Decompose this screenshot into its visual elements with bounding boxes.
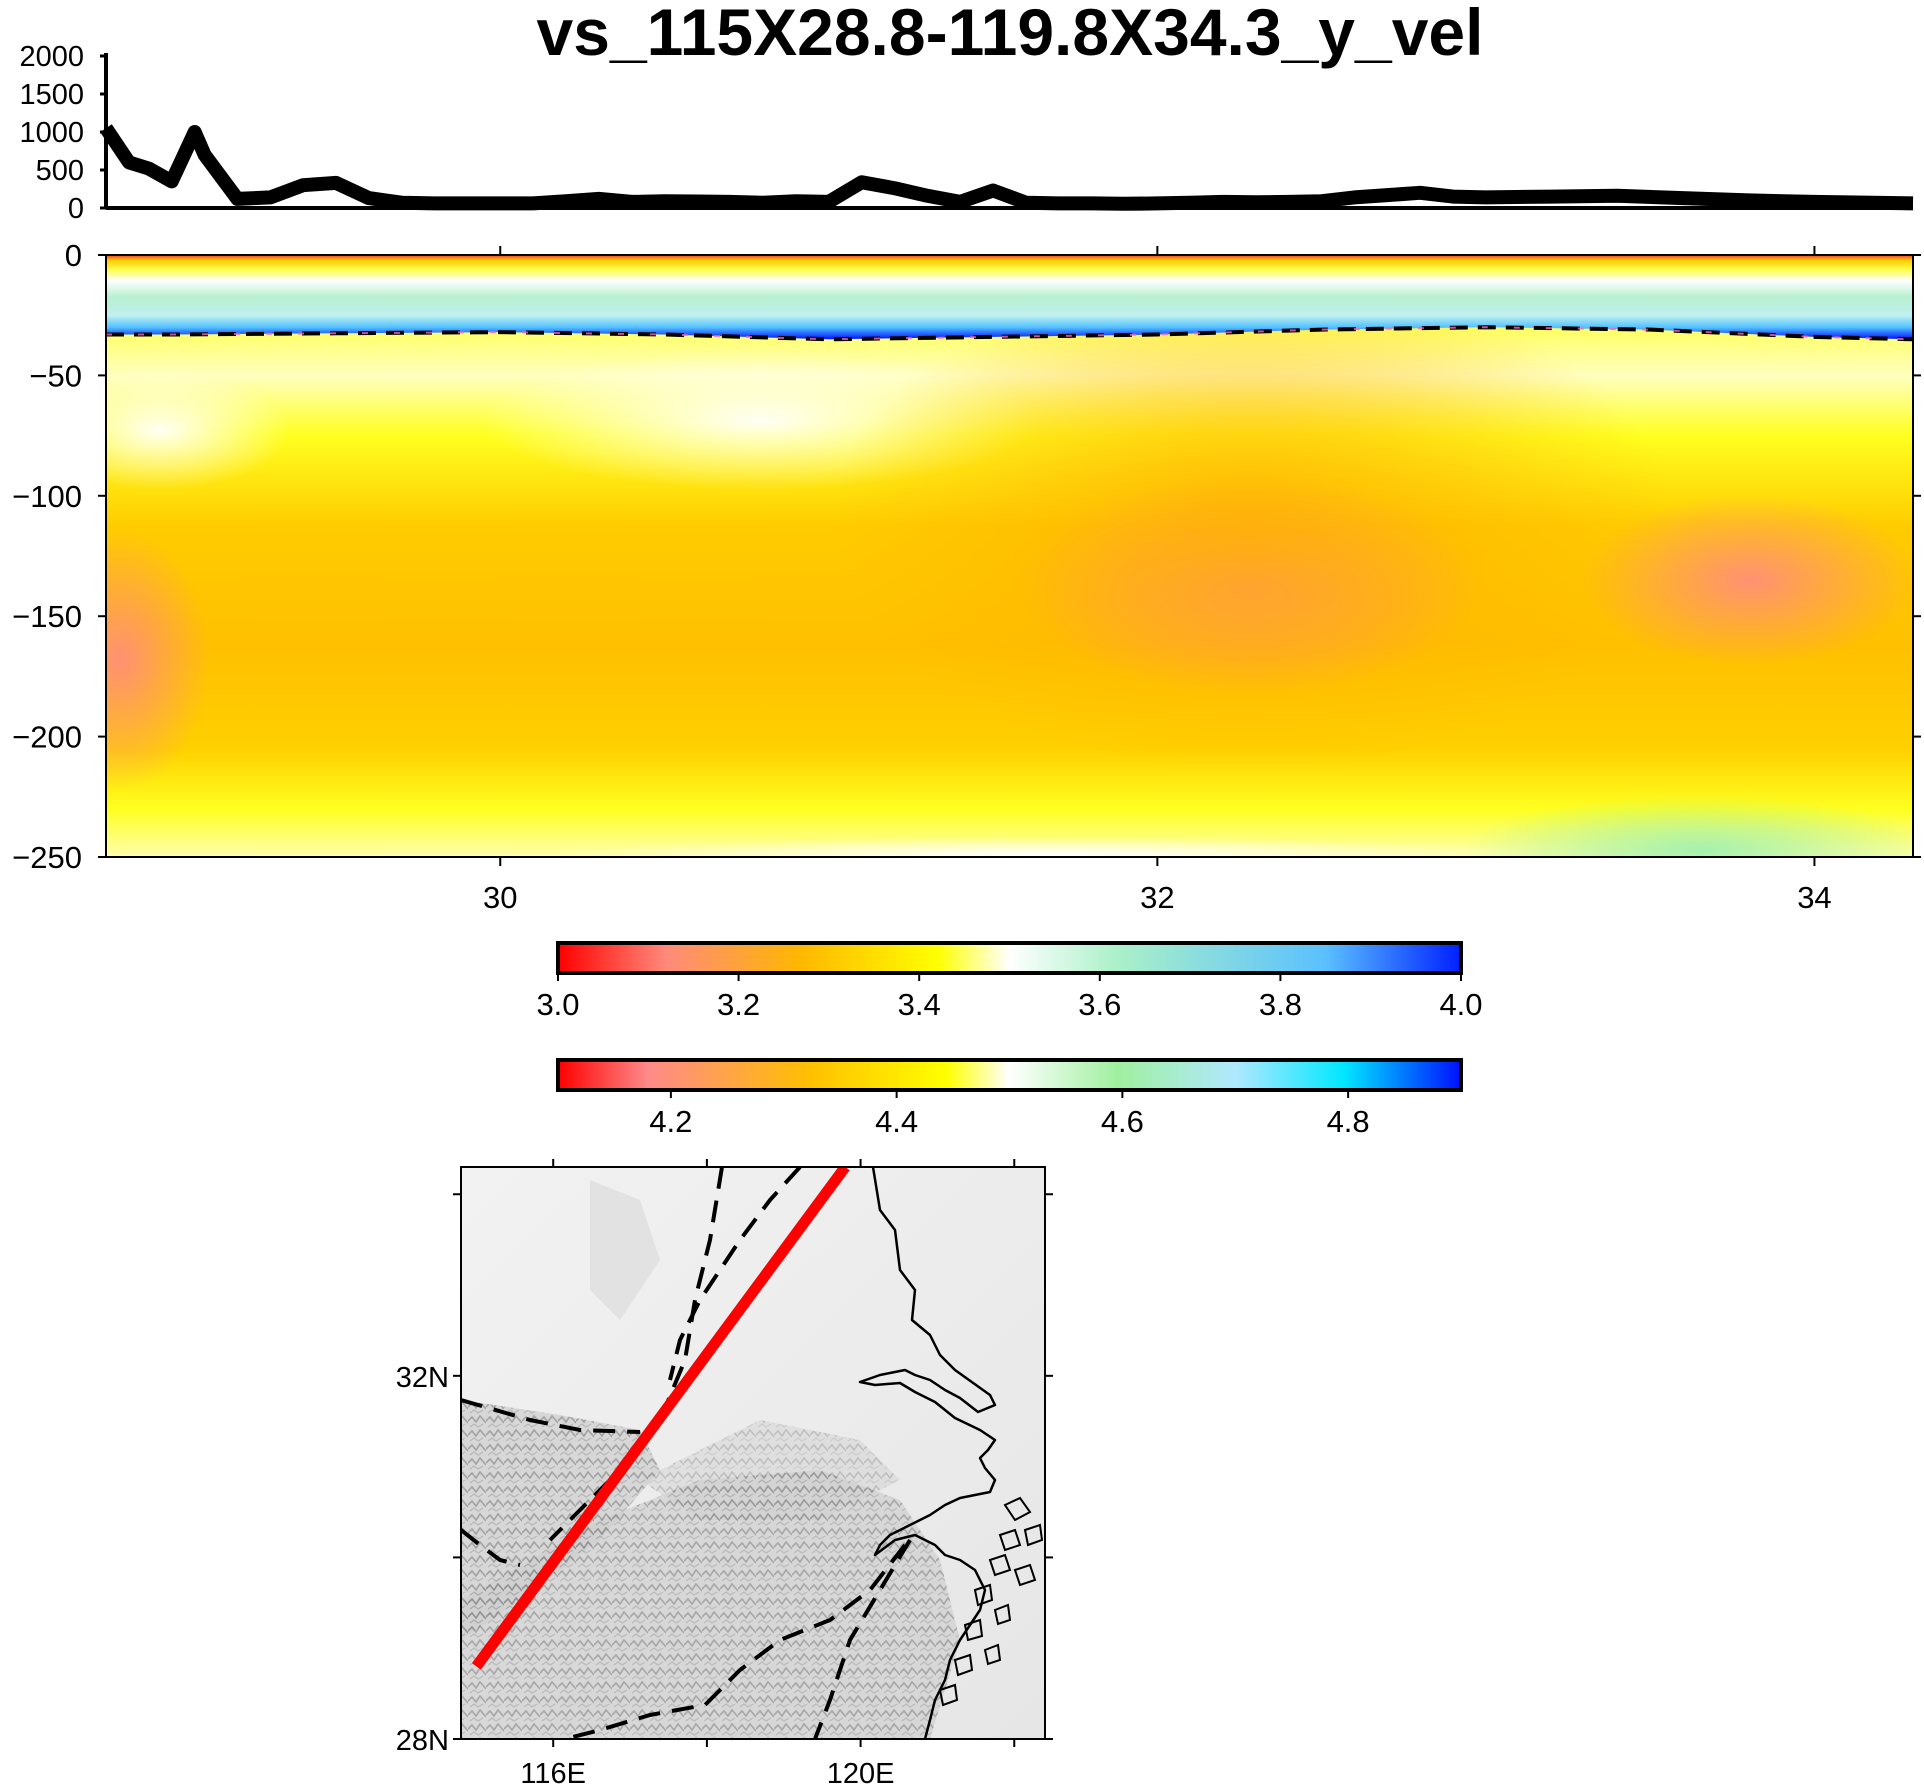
relief-central [640, 1420, 900, 1520]
depth-tick-label: −150 [12, 599, 82, 634]
islands [938, 1496, 1044, 1707]
depth-tick-label: 0 [65, 238, 82, 273]
colorbar-tick-label: 3.2 [717, 987, 760, 1022]
depth-tick-label: −50 [29, 358, 82, 393]
lat-tick-label: 30 [483, 880, 517, 915]
map-lon-label: 116E [520, 1758, 586, 1790]
map-lon-label: 120E [827, 1758, 895, 1790]
cross-section-ticks: 0 −50 −100 −150 −200 −250 30 32 34 [12, 238, 1921, 915]
topo-y-tick-label: 500 [36, 155, 84, 187]
depth-tick-label: −100 [12, 479, 82, 514]
cross-section-panel: 0 −50 −100 −150 −200 −250 30 32 34 [12, 238, 1921, 915]
profile-line [471, 1167, 850, 1670]
colorbar-tick-label: 3.6 [1078, 987, 1121, 1022]
map-lat-label: 28N [396, 1725, 449, 1757]
relief-north [590, 1180, 660, 1320]
coastline [858, 1167, 997, 1739]
topo-y-tick-label: 2000 [19, 41, 84, 73]
topo-profile-line [100, 124, 1914, 211]
depth-tick-label: −250 [12, 840, 82, 875]
colorbar-tick-label: 3.4 [898, 987, 941, 1022]
colorbar-tick-label: 3.0 [536, 987, 579, 1022]
lat-tick-label: 32 [1140, 880, 1174, 915]
map-ticks: 116E 120E 32N 28N [396, 1159, 1053, 1790]
mantle-colorbar-ticks: 4.2 4.4 4.6 4.8 [649, 1090, 1370, 1139]
crust-colorbar: 3.0 3.2 3.4 3.6 3.8 4.0 [536, 941, 1483, 1022]
relief-south [461, 1470, 960, 1739]
crust-colorbar-bar [556, 941, 1463, 975]
fault-lines [461, 1167, 912, 1739]
cross-section-frame [105, 254, 1914, 858]
colorbar-tick-label: 4.6 [1101, 1104, 1144, 1139]
topo-y-tick-label: 1500 [19, 79, 84, 111]
topo-y-tick-label: 0 [68, 193, 84, 225]
topo-y-tick-label: 1000 [19, 117, 84, 149]
colorbar-tick-label: 4.0 [1439, 987, 1482, 1022]
crust-layer [106, 255, 1913, 340]
mantle-colorbar-bar [556, 1058, 1463, 1092]
location-map: 116E 120E 32N 28N [396, 1159, 1053, 1790]
crust-colorbar-ticks: 3.0 3.2 3.4 3.6 3.8 4.0 [536, 973, 1483, 1022]
mantle-colorbar: 4.2 4.4 4.6 4.8 [556, 1058, 1463, 1139]
map-frame [460, 1166, 1046, 1740]
moho-line [106, 325, 1913, 342]
colorbar-tick-label: 4.4 [875, 1104, 918, 1139]
depth-tick-label: −200 [12, 720, 82, 755]
colorbar-tick-label: 4.8 [1327, 1104, 1370, 1139]
topo-y-ticks: 0 500 1000 1500 2000 [19, 41, 106, 225]
chart-title: vs_115X28.8-119.8X34.3_y_vel [537, 0, 1484, 69]
topography-panel: 0 500 1000 1500 2000 [19, 41, 1914, 225]
map-lat-label: 32N [396, 1362, 449, 1394]
colorbar-tick-label: 4.2 [649, 1104, 692, 1139]
velocity-heatmap [106, 255, 1913, 857]
lat-tick-label: 34 [1797, 880, 1831, 915]
colorbar-tick-label: 3.8 [1259, 987, 1302, 1022]
